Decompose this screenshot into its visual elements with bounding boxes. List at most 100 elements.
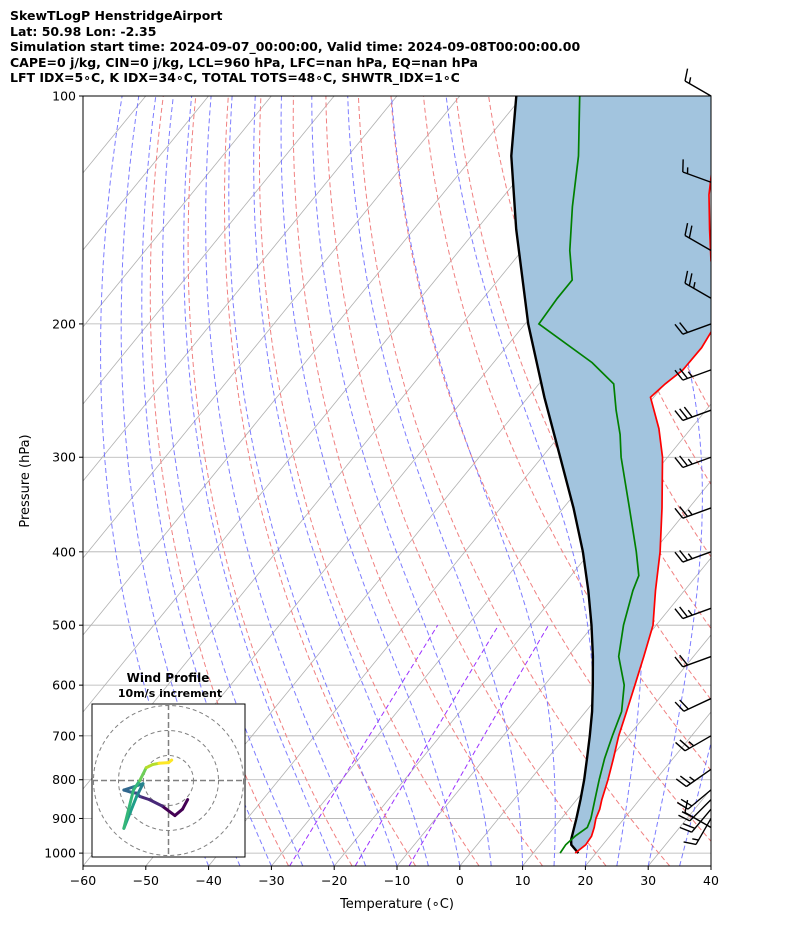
hodograph-title: Wind Profile: [127, 671, 210, 685]
y-tick-label: 600: [52, 678, 76, 693]
barb-half: [687, 371, 693, 378]
barb-flag: [674, 457, 684, 468]
dry-adiabat: [292, 96, 544, 866]
barb-flag: [674, 369, 684, 381]
cape-fill-area: [511, 96, 711, 854]
barb-flag: [679, 322, 689, 333]
hodograph-segment: [122, 788, 135, 830]
wind-barb: [682, 159, 712, 183]
y-tick-label: 1000: [44, 846, 76, 861]
mixing-ratio-lines: [289, 624, 549, 866]
cape-cin-fill: [511, 96, 711, 854]
barb-flag: [674, 410, 684, 421]
moist-adiabat: [183, 96, 335, 866]
y-tick-label: 500: [52, 618, 76, 633]
moist-adiabat: [742, 96, 794, 866]
chart-indices-1: CAPE=0 j/kg, CIN=0 j/kg, LCL=960 hPa, LF…: [10, 54, 478, 70]
chart-title: SkewTLogP HenstridgeAirport: [10, 8, 223, 23]
barb-flag: [674, 507, 684, 519]
dry-adiabat: [781, 96, 794, 866]
barb-flag: [679, 739, 690, 749]
moist-adiabat: [311, 96, 492, 866]
x-tick-label: −40: [195, 873, 221, 888]
barb-flag: [679, 654, 689, 666]
barb-staff: [683, 697, 712, 712]
moist-adiabat: [710, 864, 711, 866]
wind-barb: [684, 270, 712, 299]
dewpoint-line: [537, 96, 640, 854]
isotherm-line: [83, 96, 461, 559]
dry-adiabat: [149, 96, 290, 866]
barb-flag: [683, 406, 693, 418]
y-tick-label: 800: [52, 772, 76, 787]
hodograph-segment: [173, 807, 185, 818]
y-tick-label: 300: [52, 450, 76, 465]
barb-flag: [684, 270, 689, 284]
mixing-ratio-line: [408, 624, 549, 866]
dry-adiabat: [423, 96, 711, 772]
hodograph-segment: [138, 794, 151, 802]
hodograph-inset: Wind Profile 10m/s increment: [91, 671, 246, 858]
x-axis-label: Temperature (∘C): [339, 897, 454, 912]
moist-adiabat: [391, 96, 556, 866]
moist-adiabat: [228, 96, 398, 866]
barb-half: [687, 553, 693, 560]
moist-adiabat: [162, 96, 304, 866]
dry-adiabat: [187, 96, 353, 866]
barb-flag: [674, 323, 684, 335]
hodograph-segment: [157, 761, 170, 765]
isotherm-line: [83, 96, 398, 482]
barb-flag: [679, 368, 689, 379]
isotherm-line: [585, 711, 711, 866]
barb-half: [692, 838, 699, 841]
parcel-line: [510, 96, 595, 854]
mixing-ratio-line: [289, 624, 439, 866]
hodograph-segment: [167, 758, 174, 765]
wind-barb: [674, 368, 712, 381]
chart-times: Simulation start time: 2024-09-07_00:00:…: [10, 39, 581, 54]
y-axis-ticks: 100 200 300 400 500 600 700 800 900 1000: [44, 89, 83, 861]
barb-flag: [679, 826, 692, 833]
y-tick-label: 200: [52, 316, 76, 331]
barb-flag: [674, 608, 684, 620]
barb-half: [687, 458, 693, 465]
wind-barb: [675, 735, 712, 752]
hodograph-segment: [181, 798, 190, 811]
wind-barbs: [674, 68, 712, 846]
wind-barb: [684, 223, 712, 252]
barb-flag: [675, 778, 687, 788]
barb-staff: [682, 551, 712, 563]
isotherm-line: [522, 634, 711, 866]
x-tick-label: −10: [384, 873, 410, 888]
x-tick-label: −50: [133, 873, 159, 888]
barb-flag: [679, 606, 689, 618]
hodograph-segment: [147, 798, 164, 808]
isotherm-line: [83, 96, 523, 636]
barb-half: [692, 281, 696, 289]
barb-flag: [679, 408, 689, 420]
moist-adiabat: [205, 96, 367, 866]
wind-barb: [674, 406, 712, 422]
dry-adiabat: [716, 96, 794, 866]
chart-indices-2: LFT IDX=5∘C, K IDX=34∘C, TOTAL TOTS=48∘C…: [10, 70, 460, 85]
isotherm-line: [83, 96, 209, 251]
x-tick-label: 40: [703, 873, 719, 888]
x-tick-label: 30: [640, 873, 656, 888]
x-axis-ticks: −60 −50 −40 −30 −20 −10 0 10 20 30 40: [70, 866, 719, 888]
barb-flag: [674, 551, 684, 563]
x-tick-label: 20: [577, 873, 593, 888]
isotherm-line: [774, 96, 794, 866]
barb-flag: [684, 799, 689, 813]
barb-flag: [679, 506, 689, 517]
barb-flag: [675, 741, 686, 752]
isotherm-line: [459, 557, 711, 866]
hodograph-subtitle: 10m/s increment: [118, 687, 222, 700]
y-tick-label: 900: [52, 811, 76, 826]
hodograph-segment: [135, 782, 145, 798]
barb-half: [687, 509, 693, 516]
x-tick-label: −30: [258, 873, 284, 888]
wind-barb: [684, 68, 712, 97]
barb-flag: [679, 775, 691, 785]
x-tick-label: −20: [321, 873, 347, 888]
